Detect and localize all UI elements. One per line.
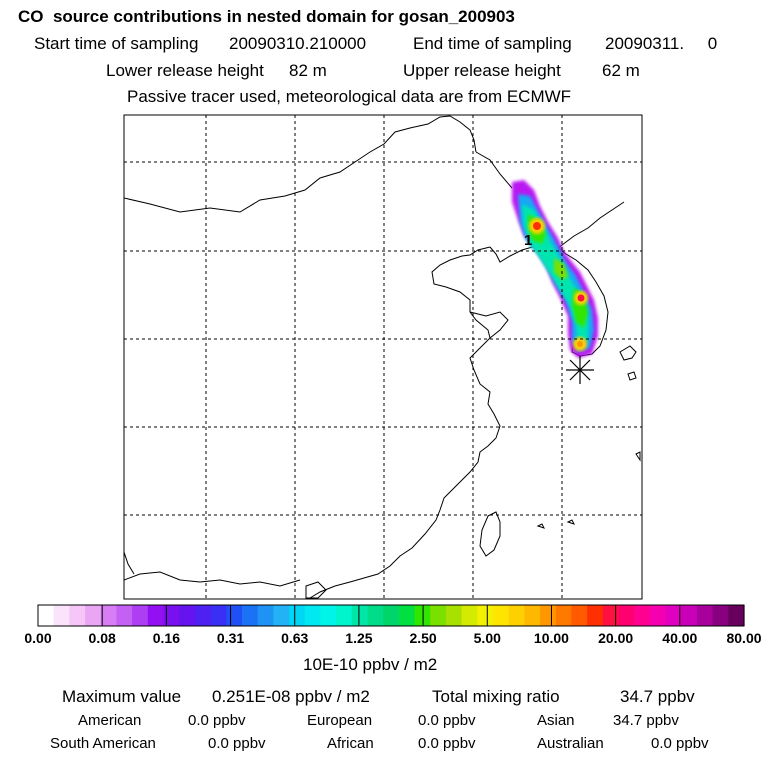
european-value: 0.0 ppbv (418, 712, 476, 729)
colorbar-cell (304, 605, 321, 626)
colorbar-tick-label: 20.00 (598, 630, 634, 646)
australian-label: Australian (537, 735, 604, 752)
colorbar-cell (492, 605, 510, 626)
colorbar-cell (712, 605, 729, 626)
colorbar-cell (53, 605, 70, 626)
colorbar-cell (587, 605, 604, 626)
colorbar-unit: 10E-10 ppbv / m2 (303, 655, 438, 674)
asian-value: 34.7 ppbv (613, 712, 679, 729)
concentration-plume (512, 180, 598, 358)
colorbar-cell (163, 605, 180, 626)
colorbar-cell (602, 605, 620, 626)
map-frame (123, 114, 643, 600)
colorbar-tick-label: 2.50 (409, 630, 437, 646)
colorbar-tick-label: 80.00 (726, 630, 762, 646)
american-label: American (78, 712, 142, 729)
colorbar-tick-label: 0.63 (281, 630, 309, 646)
lower-height-label: Lower release height (106, 61, 264, 80)
australian-value: 0.0 ppbv (651, 735, 709, 752)
colorbar-cell (241, 605, 259, 626)
colorbar-cell (555, 605, 573, 626)
end-time-value: 20090311. 0 (605, 34, 718, 53)
colorbar-cell (85, 605, 102, 626)
colorbar-cell (367, 605, 384, 626)
plot-title: CO source contributions in nested domain… (18, 7, 515, 26)
colorbar-tick-label: 1.25 (345, 630, 373, 646)
colorbar-cell (571, 605, 588, 626)
colorbar-cell (524, 605, 541, 626)
colorbar-tick-label: 0.00 (24, 630, 52, 646)
colorbar-cell (383, 605, 400, 626)
colorbar-cell (320, 605, 337, 626)
lat-lon-grid (124, 115, 642, 599)
start-time-value: 20090310.210000 (229, 34, 367, 53)
african-label: African (327, 735, 374, 752)
colorbar-cell (289, 605, 306, 626)
colorbar-cell (38, 605, 55, 626)
european-label: European (307, 712, 373, 729)
colorbar-cell (649, 605, 667, 626)
colorbar-tick-label: 0.08 (88, 630, 116, 646)
asian-label: Asian (537, 712, 575, 729)
colorbar-cell (398, 605, 416, 626)
colorbar-cell (445, 605, 463, 626)
colorbar-cell (508, 605, 525, 626)
colorbar-cell (100, 605, 118, 626)
colorbar-cell (194, 605, 212, 626)
upper-height-label: Upper release height (403, 61, 561, 80)
colorbar-cell (728, 605, 745, 626)
colorbar-cell (226, 605, 243, 626)
colorbar-cell (336, 605, 353, 626)
colorbar-tick-label: 10.00 (533, 630, 569, 646)
colorbar-tick-label: 40.00 (662, 630, 698, 646)
total-mixing-value: 34.7 ppbv (620, 687, 695, 706)
coastlines-and-borders (124, 115, 641, 599)
south-american-value: 0.0 ppbv (208, 735, 266, 752)
total-mixing-label: Total mixing ratio (432, 687, 560, 706)
colorbar-cell (681, 605, 698, 626)
colorbar-cell (116, 605, 133, 626)
african-value: 0.0 ppbv (418, 735, 476, 752)
colorbar-tick-label: 0.31 (216, 630, 245, 646)
colorbar-tick-label: 5.00 (473, 630, 501, 646)
colorbar-cell (477, 605, 494, 626)
american-value: 0.0 ppbv (188, 712, 246, 729)
colorbar-cell (461, 605, 478, 626)
colorbar-cell (665, 605, 682, 626)
colorbar-cell (540, 605, 557, 626)
lower-height-value: 82 m (289, 61, 327, 80)
max-value-label: Maximum value (62, 687, 182, 706)
colorbar-cell (696, 605, 714, 626)
upper-height-value: 62 m (602, 61, 640, 80)
colorbar-cell (618, 605, 635, 626)
colorbar-cell (132, 605, 149, 626)
source-marker-label: 1 (524, 232, 532, 249)
start-time-label: Start time of sampling (34, 34, 199, 53)
colorbar-cell (147, 605, 165, 626)
colorbar-cell (179, 605, 196, 626)
colorbar-cell (257, 605, 274, 626)
receptor-asterisk-icon (566, 356, 594, 384)
colorbar-cell (69, 605, 86, 626)
colorbar-tick-label: 0.16 (152, 630, 180, 646)
south-american-label: South American (50, 735, 156, 752)
colorbar-cell (273, 605, 290, 626)
max-value: 0.251E-08 ppbv / m2 (212, 687, 370, 706)
end-time-label: End time of sampling (413, 34, 572, 53)
tracer-note: Passive tracer used, meteorological data… (127, 87, 572, 106)
colorbar-cell (210, 605, 227, 626)
colorbar-cell (351, 605, 369, 626)
colorbar-cell (634, 605, 651, 626)
colorbar-cell (430, 605, 447, 626)
